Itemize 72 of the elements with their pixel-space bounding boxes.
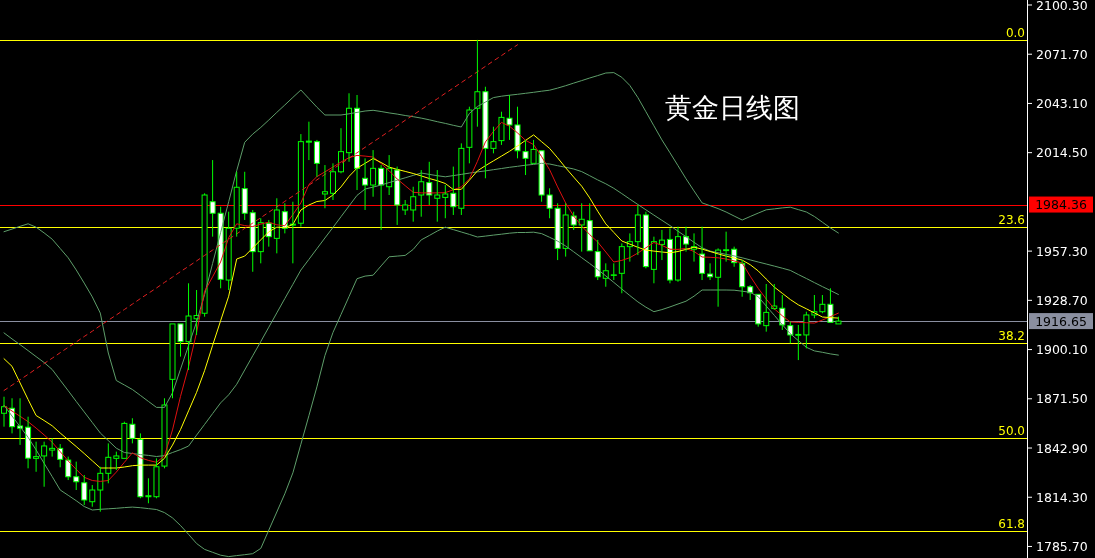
candlestick [297,133,304,228]
candlestick [362,157,369,211]
candlestick [707,262,714,281]
candlestick [610,262,617,281]
candlestick [65,456,72,481]
candlestick [586,202,593,252]
candlestick [562,202,569,258]
candlestick [73,461,80,491]
candlestick [763,283,770,333]
candlestick [618,242,625,294]
annotation: 50.0 [998,423,1025,438]
y-tick-label: 1842.90 [1036,440,1088,456]
ref-line-label: 1916.65 [1035,313,1087,329]
candlestick [699,226,706,281]
candlestick [434,169,441,223]
candlestick [273,197,280,254]
candlestick [466,106,473,164]
candlestick [723,231,730,263]
candlestick [666,227,673,284]
annotation: 38.2 [998,328,1025,343]
candlestick [394,166,401,226]
candlestick [674,226,681,283]
candlestick [739,259,746,298]
candlestick [658,229,665,261]
candlestick [25,416,32,469]
candlestick [41,441,48,488]
candlestick [321,164,328,209]
candlestick [329,162,336,201]
candlestick [402,199,409,216]
annotation: 23.6 [998,212,1025,227]
y-tick-label: 1957.30 [1036,243,1088,259]
candlestick [241,171,248,221]
candlestick [49,437,56,458]
candlestick [755,293,762,328]
annotation: 61.8 [998,516,1025,531]
candlestick [113,451,120,471]
candlestick [410,186,417,223]
candlestick [346,92,353,163]
text: 黄金日线图 [665,92,800,123]
candlestick [33,441,40,473]
ref-line-label: 1984.36 [1035,197,1087,213]
candlestick [594,239,601,281]
y-tick-label: 2043.10 [1036,95,1088,111]
candlestick [442,184,449,219]
candlestick [570,211,577,231]
y-tick-label: 1814.30 [1036,489,1088,505]
candlestick [378,164,385,231]
candlestick [578,202,585,253]
candlestick [634,204,641,256]
y-tick-label: 1928.70 [1036,292,1088,308]
candlestick [89,484,96,508]
candlestick [81,474,88,506]
candlestick [354,94,361,191]
y-tick-label: 1871.50 [1036,391,1088,407]
y-tick-label: 1785.70 [1036,538,1088,554]
candlestick [418,169,425,218]
y-tick-label: 1900.10 [1036,342,1088,358]
candlestick [233,171,240,238]
candlestick [450,166,457,216]
candlestick [249,209,256,273]
y-tick-label: 2100.30 [1036,0,1088,13]
annotation: 0.0 [1005,25,1025,40]
candlestick [795,324,802,361]
candlestick [305,121,312,161]
candlestick [458,142,465,216]
candlestick [370,149,377,198]
candlestick [313,139,320,178]
y-tick-label: 2014.50 [1036,145,1088,161]
y-tick-label: 2071.70 [1036,46,1088,62]
candlestick [642,211,649,269]
candlestick [257,217,264,264]
candlestick [225,211,232,291]
